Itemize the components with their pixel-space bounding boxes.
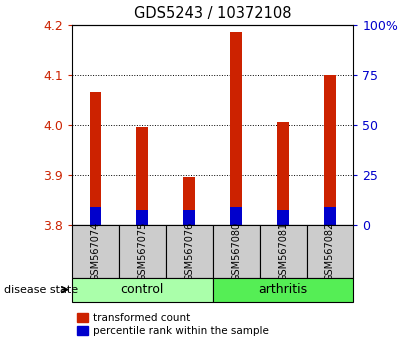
FancyBboxPatch shape [213,278,353,302]
FancyBboxPatch shape [307,225,353,278]
Bar [230,32,242,225]
FancyBboxPatch shape [72,278,213,302]
Text: GSM567081: GSM567081 [278,222,288,281]
Text: GSM567080: GSM567080 [231,222,241,281]
FancyBboxPatch shape [213,225,260,278]
Text: GSM567075: GSM567075 [137,222,147,281]
Text: disease state: disease state [4,285,78,295]
FancyBboxPatch shape [166,225,213,278]
Text: arthritis: arthritis [259,283,308,296]
Bar [324,207,336,225]
FancyBboxPatch shape [72,225,119,278]
Legend: transformed count, percentile rank within the sample: transformed count, percentile rank withi… [77,313,269,336]
Bar [90,207,101,225]
Text: GSM567074: GSM567074 [90,222,100,281]
Bar [136,210,148,225]
Title: GDS5243 / 10372108: GDS5243 / 10372108 [134,6,291,21]
Bar [277,210,289,225]
Bar [230,207,242,225]
Text: GSM567076: GSM567076 [184,222,194,281]
Bar [183,210,195,225]
FancyBboxPatch shape [119,225,166,278]
FancyBboxPatch shape [260,225,307,278]
Bar [136,127,148,225]
Bar [90,92,101,225]
Bar [183,177,195,225]
Text: control: control [120,283,164,296]
Bar [277,122,289,225]
Bar [324,75,336,225]
Text: GSM567082: GSM567082 [325,222,335,281]
